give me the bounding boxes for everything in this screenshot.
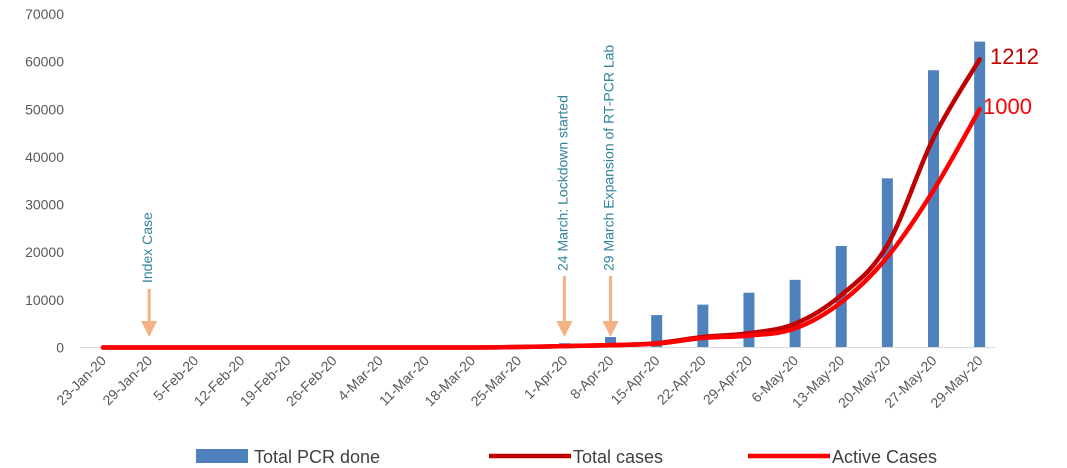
legend-swatch-bar [196,449,248,463]
legend-label: Active Cases [832,447,937,467]
legend-label: Total PCR done [254,447,380,467]
annotation-label: 29 March Expansion of RT-PCR Lab [601,45,617,271]
annotations: Index Case 24 March: Lockdown started 29 M… [139,45,619,337]
annotation-label: 24 March: Lockdown started [554,95,570,271]
y-tick-label: 40000 [25,149,64,165]
x-tick-label: 29-Jan-20 [99,352,155,408]
y-tick-label: 30000 [25,197,64,213]
x-tick-label: 22-Apr-20 [654,352,709,407]
legend-label: Total cases [573,447,663,467]
y-tick-label: 10000 [25,292,64,308]
y-tick-label: 20000 [25,244,64,260]
y-axis-ticks: 0 10000 20000 30000 40000 50000 60000 70000 [25,6,64,356]
y-tick-label: 60000 [25,54,64,70]
x-tick-label: 29-Apr-20 [700,352,755,407]
bar [651,315,663,348]
x-axis-ticks: 23-Jan-2029-Jan-205-Feb-2012-Feb-2019-Fe… [53,352,986,411]
annotation-label: Index Case [139,212,155,283]
x-tick-label: 15-Apr-20 [607,352,662,407]
annotation-arrow-head [141,321,158,337]
bar [789,279,801,348]
end-label: 1000 [983,94,1032,119]
legend: Total PCR done Total cases Active Cases [196,447,937,467]
bar [697,304,709,348]
end-labels: 1212 1000 [983,44,1039,119]
y-tick-label: 70000 [25,6,64,22]
bar [605,337,617,348]
line-series [100,57,982,350]
bar [743,292,755,348]
bar [881,178,893,348]
bar [928,70,940,348]
end-label: 1212 [990,44,1039,69]
y-tick-label: 0 [56,340,64,356]
bar-series [512,41,986,348]
x-tick-label: 26-Feb-20 [283,352,340,409]
annotation-arrow-head [556,321,573,337]
annotation-arrow-head [602,321,619,337]
x-tick-label: 1-Apr-20 [521,352,571,402]
total-cases-line [100,57,982,350]
bar [974,41,986,348]
x-tick-label: 25-Mar-20 [467,352,524,409]
active-cases-line [100,107,982,350]
y-tick-label: 50000 [25,101,64,117]
